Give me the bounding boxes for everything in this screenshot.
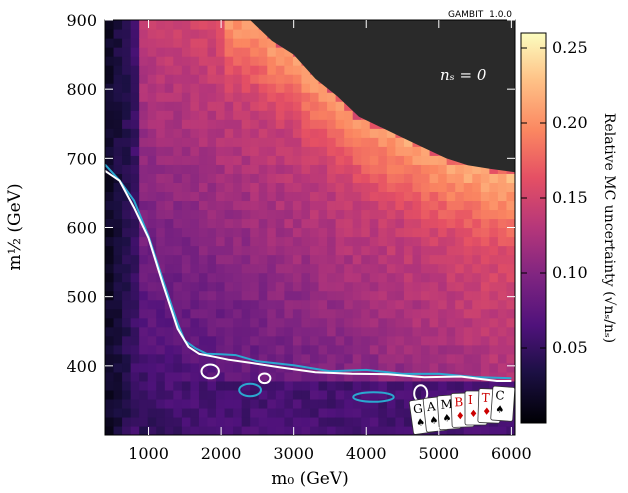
svg-text:I: I bbox=[468, 393, 473, 407]
y-tick-label: 700 bbox=[66, 149, 97, 168]
gambit-version-watermark: GAMBIT 1.0.0 bbox=[448, 10, 512, 20]
x-tick-label: 5000 bbox=[418, 444, 459, 463]
excluded-region bbox=[228, 20, 515, 173]
x-tick-label: 6000 bbox=[491, 444, 532, 463]
contour-island-4 bbox=[352, 391, 395, 403]
x-tick-label: 3000 bbox=[273, 444, 314, 463]
svg-text:♠: ♠ bbox=[415, 417, 425, 429]
y-axis: 400 500 600 700 800 900 bbox=[66, 11, 515, 376]
contour-lines bbox=[105, 163, 512, 403]
svg-text:♠: ♠ bbox=[442, 413, 452, 425]
x-axis: 1000 2000 3000 4000 5000 6000 bbox=[128, 20, 532, 463]
svg-text:C: C bbox=[495, 388, 505, 403]
colorbar-ticks: 0.05 0.10 0.15 0.20 0.25 bbox=[521, 38, 588, 357]
colorbar-tick-label: 0.20 bbox=[552, 113, 588, 132]
x-tick-label: 2000 bbox=[201, 444, 242, 463]
svg-text:♠: ♠ bbox=[429, 415, 439, 427]
x-tick-label: 1000 bbox=[128, 444, 169, 463]
excluded-region-label: nₛ = 0 bbox=[440, 66, 487, 84]
watermark-name: GAMBIT bbox=[448, 10, 484, 20]
gambit-card-logo: G♠A♠M♠B♦I♦T♦C♠ bbox=[408, 385, 516, 435]
y-axis-label: m½ (GeV) bbox=[5, 183, 25, 270]
svg-text:M: M bbox=[440, 397, 453, 412]
colorbar-tick-label: 0.15 bbox=[552, 188, 588, 207]
svg-text:T: T bbox=[481, 391, 489, 405]
svg-text:♦: ♦ bbox=[482, 407, 491, 418]
y-tick-label: 400 bbox=[66, 357, 97, 376]
colorbar-tick-label: 0.25 bbox=[552, 38, 588, 57]
svg-text:B: B bbox=[454, 395, 463, 409]
y-tick-label: 600 bbox=[66, 219, 97, 238]
watermark-version: 1.0.0 bbox=[489, 10, 512, 20]
y-tick-label: 800 bbox=[66, 80, 97, 99]
colorbar-tick-label: 0.10 bbox=[552, 263, 588, 282]
svg-text:♠: ♠ bbox=[495, 404, 505, 416]
logo-card: C♠ bbox=[490, 385, 516, 422]
contour-line-2 bbox=[105, 169, 512, 382]
colorbar-label: Relative MC uncertainty (√nₛ/nₛ) bbox=[601, 113, 617, 343]
svg-text:G: G bbox=[412, 401, 423, 416]
contour-island-3 bbox=[257, 372, 272, 385]
contour-island-2 bbox=[238, 382, 263, 398]
x-tick-label: 4000 bbox=[346, 444, 387, 463]
x-axis-label: m₀ (GeV) bbox=[271, 469, 349, 489]
y-tick-label: 900 bbox=[66, 11, 97, 30]
colorbar-tick-label: 0.05 bbox=[552, 338, 588, 357]
svg-text:♦: ♦ bbox=[456, 411, 465, 422]
svg-text:A: A bbox=[425, 399, 436, 414]
contour-island-1 bbox=[200, 363, 220, 380]
svg-text:♦: ♦ bbox=[469, 409, 478, 420]
colorbar bbox=[520, 32, 547, 424]
y-tick-label: 500 bbox=[66, 288, 97, 307]
